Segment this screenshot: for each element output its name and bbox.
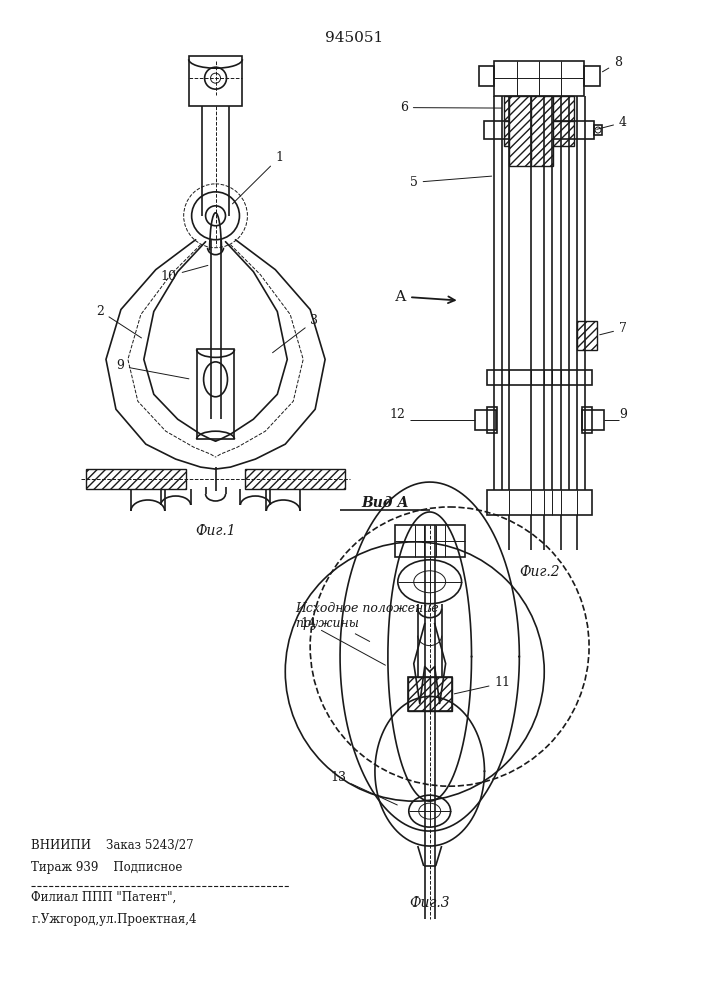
Bar xyxy=(504,96,574,121)
Text: 9: 9 xyxy=(116,359,189,379)
Bar xyxy=(86,469,186,489)
Text: Исходное положение
пружины: Исходное положение пружины xyxy=(296,602,439,630)
Bar xyxy=(189,56,243,106)
Bar xyxy=(487,490,592,515)
Text: 5: 5 xyxy=(410,176,491,189)
Bar xyxy=(487,370,592,385)
Text: Тираж 939    Подписное: Тираж 939 Подписное xyxy=(31,861,182,874)
Text: 10: 10 xyxy=(160,265,208,283)
Text: 12: 12 xyxy=(390,408,406,421)
Bar xyxy=(245,469,345,489)
Text: 3: 3 xyxy=(272,314,318,353)
Bar xyxy=(582,410,604,430)
Bar xyxy=(408,677,430,711)
Text: 4: 4 xyxy=(597,116,627,129)
Bar xyxy=(487,407,498,433)
Text: г.Ужгород,ул.Проектная,4: г.Ужгород,ул.Проектная,4 xyxy=(31,913,197,926)
Text: 13: 13 xyxy=(330,771,397,805)
Text: Вид А: Вид А xyxy=(361,496,409,510)
Bar xyxy=(484,121,594,139)
Text: ВНИИПИ    Заказ 5243/27: ВНИИПИ Заказ 5243/27 xyxy=(31,839,194,852)
Text: 11: 11 xyxy=(455,676,510,694)
Text: 945051: 945051 xyxy=(325,31,383,45)
Bar xyxy=(531,96,553,166)
Text: Фиг.3: Фиг.3 xyxy=(409,896,450,910)
Text: 14: 14 xyxy=(300,617,385,665)
Bar xyxy=(395,525,464,557)
Text: 6: 6 xyxy=(400,101,502,114)
Bar xyxy=(577,320,597,350)
Bar xyxy=(504,121,574,146)
Bar xyxy=(474,410,496,430)
Bar xyxy=(582,407,592,433)
Text: 7: 7 xyxy=(600,322,627,335)
Bar xyxy=(408,677,452,711)
Text: Фиг.1: Фиг.1 xyxy=(195,524,236,538)
Text: Филиал ППП "Патент",: Филиал ППП "Патент", xyxy=(31,891,177,904)
Text: 9: 9 xyxy=(619,408,627,421)
Bar xyxy=(197,349,235,439)
Text: А: А xyxy=(395,290,455,304)
Bar xyxy=(509,96,531,166)
Bar xyxy=(584,66,600,86)
Bar xyxy=(479,66,494,86)
Bar xyxy=(494,61,584,96)
Text: 1: 1 xyxy=(233,151,284,204)
Text: 8: 8 xyxy=(602,56,622,72)
Text: Фиг.2: Фиг.2 xyxy=(519,565,559,579)
Bar xyxy=(430,677,452,711)
Bar xyxy=(594,125,602,135)
Text: 2: 2 xyxy=(96,305,141,338)
